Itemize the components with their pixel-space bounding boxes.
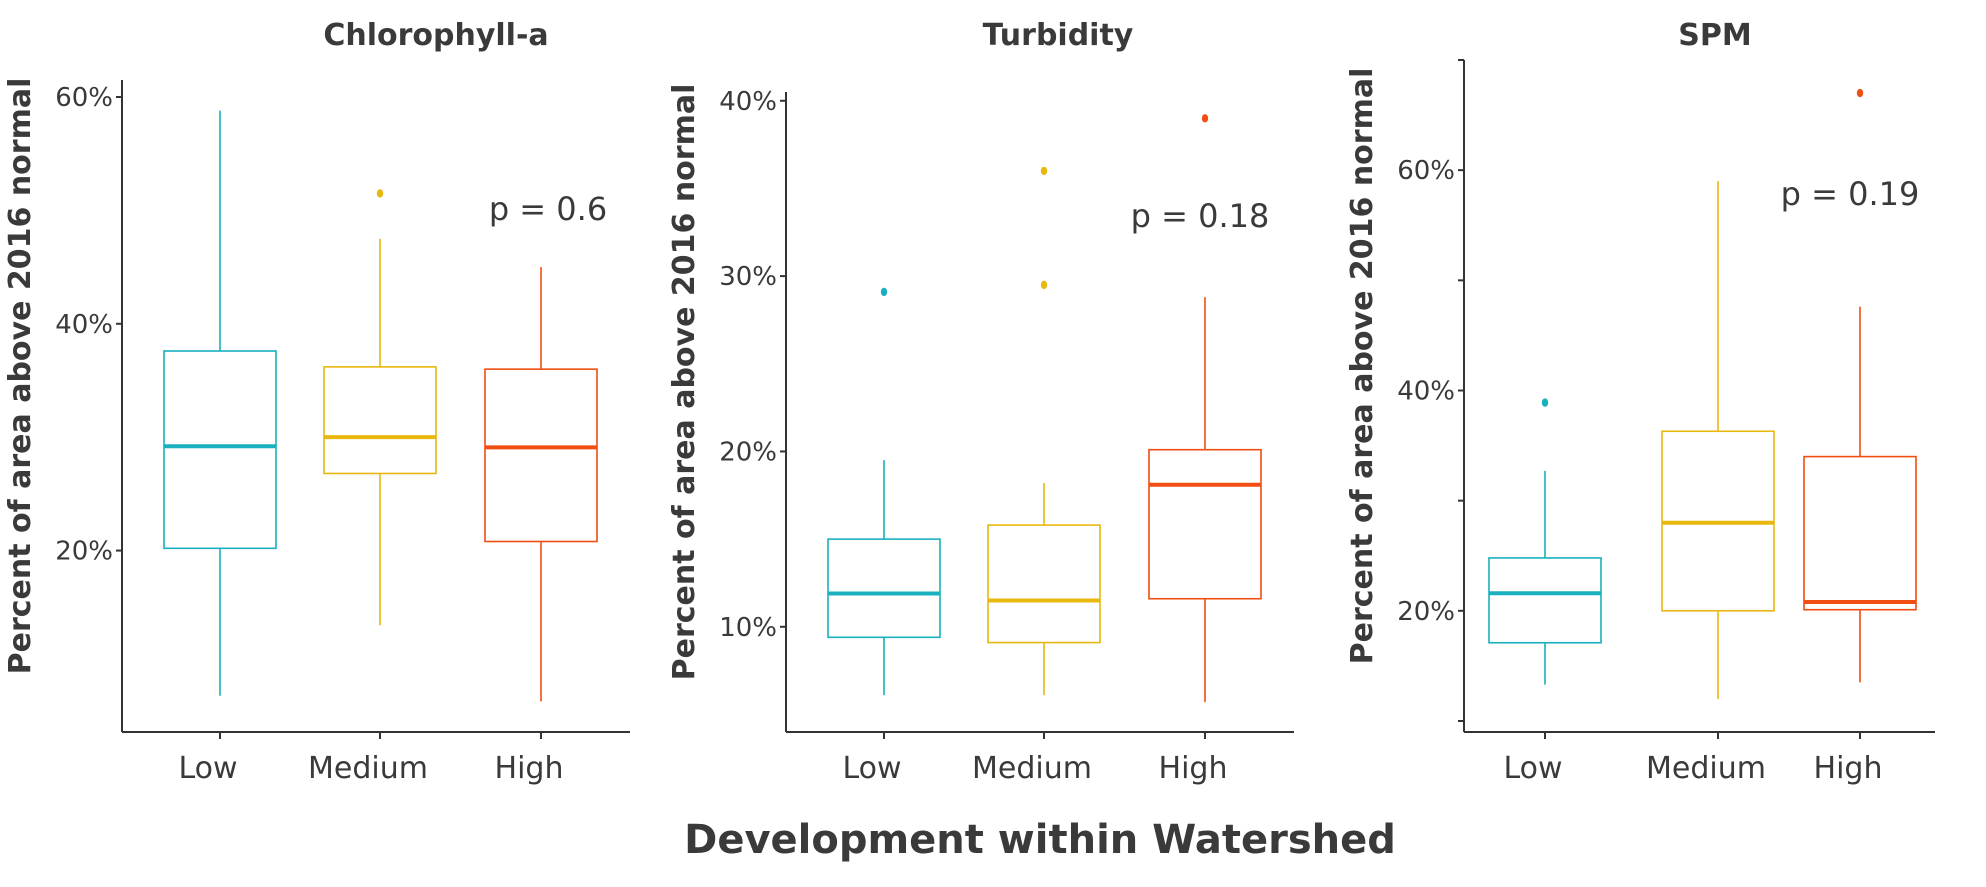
outlier-point [376,189,384,198]
p-value-label: p = 0.19 [1781,175,1920,213]
x-tick-label: High [1814,751,1883,786]
outlier-point [880,287,888,297]
iqr-box [1803,455,1917,611]
y-axis-title: Percent of area above 2016 normal [667,84,702,681]
panel-chlorophyll-a: Chlorophyll-a Percent of area above 2016 … [3,18,630,786]
panel-title: Turbidity [983,18,1134,53]
y-axis-title: Percent of area above 2016 normal [1345,68,1380,665]
x-tick-label: Low [178,751,237,786]
y-tick-label: 10% [719,613,777,643]
outlier-point [1541,398,1549,407]
box-low [163,110,277,696]
x-tick-label: High [1159,751,1228,786]
box-high [1803,88,1917,683]
y-tick-label: 60% [1397,156,1455,186]
y-tick-label: 20% [719,437,777,467]
y-tick-label: 40% [1397,376,1455,406]
y-tick-label: 20% [55,537,113,567]
y-tick-label: 40% [719,87,777,117]
iqr-box [1488,557,1602,644]
y-tick-label: 40% [55,310,113,340]
panel-title: SPM [1678,18,1751,53]
outlier-point [1040,280,1048,290]
x-tick-label: High [495,751,564,786]
x-tick-label: Medium [1646,751,1766,786]
outlier-point [1856,88,1864,98]
y-tick-label: 20% [1397,597,1455,627]
panel-turbidity: Turbidity Percent of area above 2016 norm… [667,18,1294,786]
iqr-box [987,524,1101,644]
y-tick-label: 30% [719,262,777,292]
outlier-point [1040,166,1048,176]
box-low [1488,398,1602,685]
box-low [827,287,941,696]
iqr-box [323,366,437,475]
iqr-box [163,350,277,550]
x-tick-label: Medium [972,751,1092,786]
y-tick-label: 60% [55,83,113,113]
p-value-label: p = 0.6 [489,190,607,228]
panel-title: Chlorophyll-a [323,18,548,53]
iqr-box [1148,448,1262,600]
box-high [484,267,598,702]
box-medium [1661,181,1775,699]
x-tick-label: Medium [308,751,428,786]
panel-spm: SPM Percent of area above 2016 normal 20% 4… [1345,18,1935,786]
p-value-label: p = 0.18 [1131,197,1270,235]
x-axis-title: Development within Watershed [684,817,1396,863]
y-axis-title: Percent of area above 2016 normal [3,78,38,675]
box-high [1148,114,1262,703]
x-tick-label: Low [842,751,901,786]
outlier-point [1201,114,1209,123]
box-medium [323,189,437,626]
x-tick-label: Low [1503,751,1562,786]
iqr-box [484,368,598,543]
iqr-box [827,538,941,639]
box-medium [987,166,1101,696]
